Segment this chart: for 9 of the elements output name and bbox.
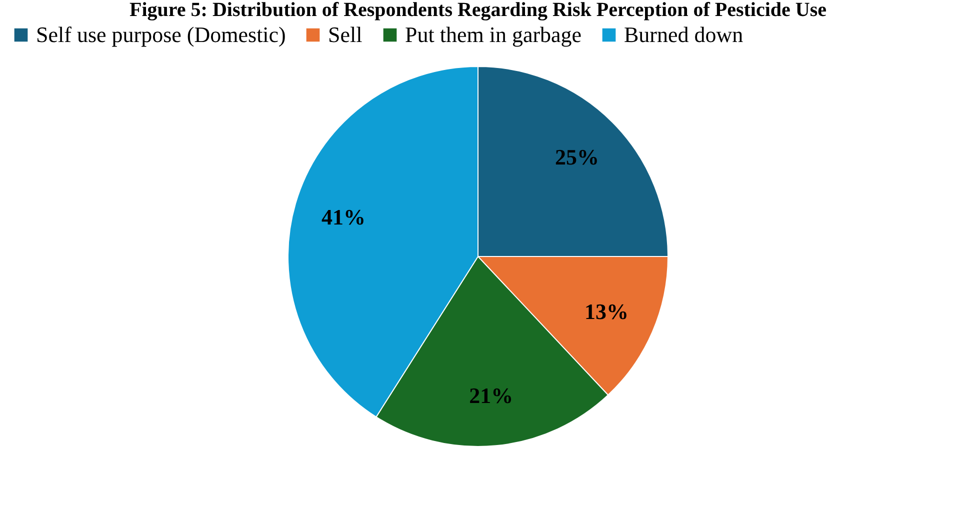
legend-label: Self use purpose (Domestic) — [36, 22, 286, 47]
data-label: 41% — [322, 204, 366, 230]
data-label: 13% — [584, 299, 628, 324]
data-label: 25% — [554, 144, 599, 170]
chart-title: Figure 5: Distribution of Respondents Regarding Risk Perception of Pesticide Use — [129, 0, 827, 21]
data-label: 21% — [469, 382, 514, 408]
legend-label: Put them in garbage — [405, 22, 582, 47]
legend-label: Burned down — [624, 22, 744, 47]
legend-label: Sell — [328, 22, 362, 47]
